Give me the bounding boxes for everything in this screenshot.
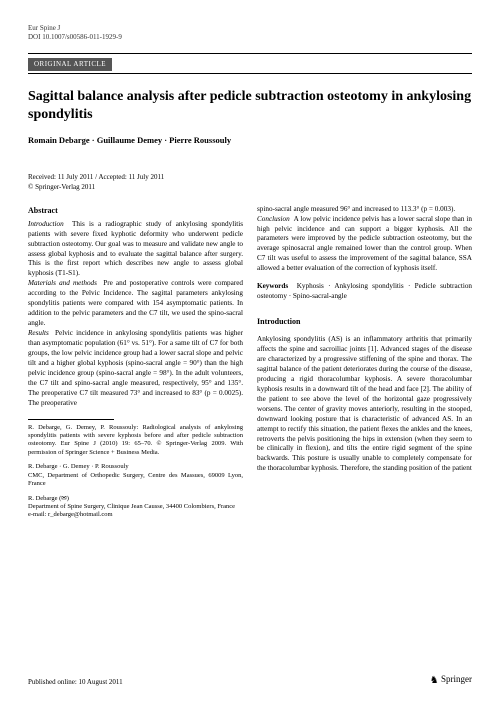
two-column-body: Abstract Introduction This is a radiogra… (28, 205, 472, 526)
page-footer: Published online: 10 August 2011 ♞ Sprin… (28, 673, 472, 688)
springer-horse-icon: ♞ (430, 675, 439, 686)
publisher-logo: ♞ Springer (430, 673, 472, 688)
authors: Romain Debarge · Guillaume Demey · Pierr… (28, 135, 472, 146)
introduction-text: Ankylosing spondylitis (AS) is an inflam… (257, 335, 472, 474)
affil2-names: R. Debarge · G. Demey · P. Roussouly (28, 463, 129, 470)
affiliation-rule (28, 419, 114, 420)
affiliation-note-1: R. Debarge, G. Demey, P. Roussouly: Radi… (28, 424, 243, 458)
affiliation-2: R. Debarge · G. Demey · P. Roussouly CMC… (28, 463, 243, 488)
intro-label: Introduction (28, 220, 64, 228)
affil3-names: R. Debarge (✉) (28, 495, 69, 502)
badge-rule (28, 73, 472, 74)
article-title: Sagittal balance analysis after pedicle … (28, 88, 472, 123)
abstract-heading: Abstract (28, 205, 243, 216)
doi: DOI 10.1007/s00586-011-1929-9 (28, 33, 472, 42)
affil3-addr: Department of Spine Surgery, Clinique Je… (28, 503, 235, 510)
conc-label: Conclusion (257, 215, 290, 223)
keywords-text: Kyphosis · Ankylosing spondylitis · Pedi… (257, 282, 472, 300)
abstract-res-cont: spino-sacral angle measured 96° and incr… (257, 205, 472, 215)
received-accepted: Received: 11 July 2011 / Accepted: 11 Ju… (28, 173, 472, 182)
article-type-badge: ORIGINAL ARTICLE (28, 58, 112, 71)
res-label: Results (28, 329, 49, 337)
abstract-text: Introduction This is a radiographic stud… (28, 220, 243, 409)
abstract-res: Pelvic incidence in ankylosing spondylit… (28, 329, 243, 407)
affil2-addr: CMC, Department of Orthopedic Surgery, C… (28, 472, 243, 487)
left-column: Abstract Introduction This is a radiogra… (28, 205, 243, 526)
copyright: © Springer-Verlag 2011 (28, 183, 472, 192)
abstract-conc: A low pelvic incidence pelvis has a lowe… (257, 215, 472, 273)
publisher-name: Springer (441, 674, 472, 684)
introduction-heading: Introduction (257, 316, 472, 327)
keywords-label: Keywords (257, 282, 288, 290)
published-online: Published online: 10 August 2011 (28, 678, 123, 687)
right-column: spino-sacral angle measured 96° and incr… (257, 205, 472, 526)
affil3-email: e-mail: r_debarge@hotmail.com (28, 511, 113, 518)
keywords: Keywords Kyphosis · Ankylosing spondylit… (257, 282, 472, 302)
abstract-conclusion-block: Conclusion A low pelvic incidence pelvis… (257, 215, 472, 275)
abstract-intro: This is a radiographic study of ankylosi… (28, 220, 243, 278)
mm-label: Materials and methods (28, 279, 97, 287)
top-rule (28, 53, 472, 54)
journal-name: Eur Spine J (28, 24, 472, 33)
affiliation-3: R. Debarge (✉) Department of Spine Surge… (28, 495, 243, 520)
